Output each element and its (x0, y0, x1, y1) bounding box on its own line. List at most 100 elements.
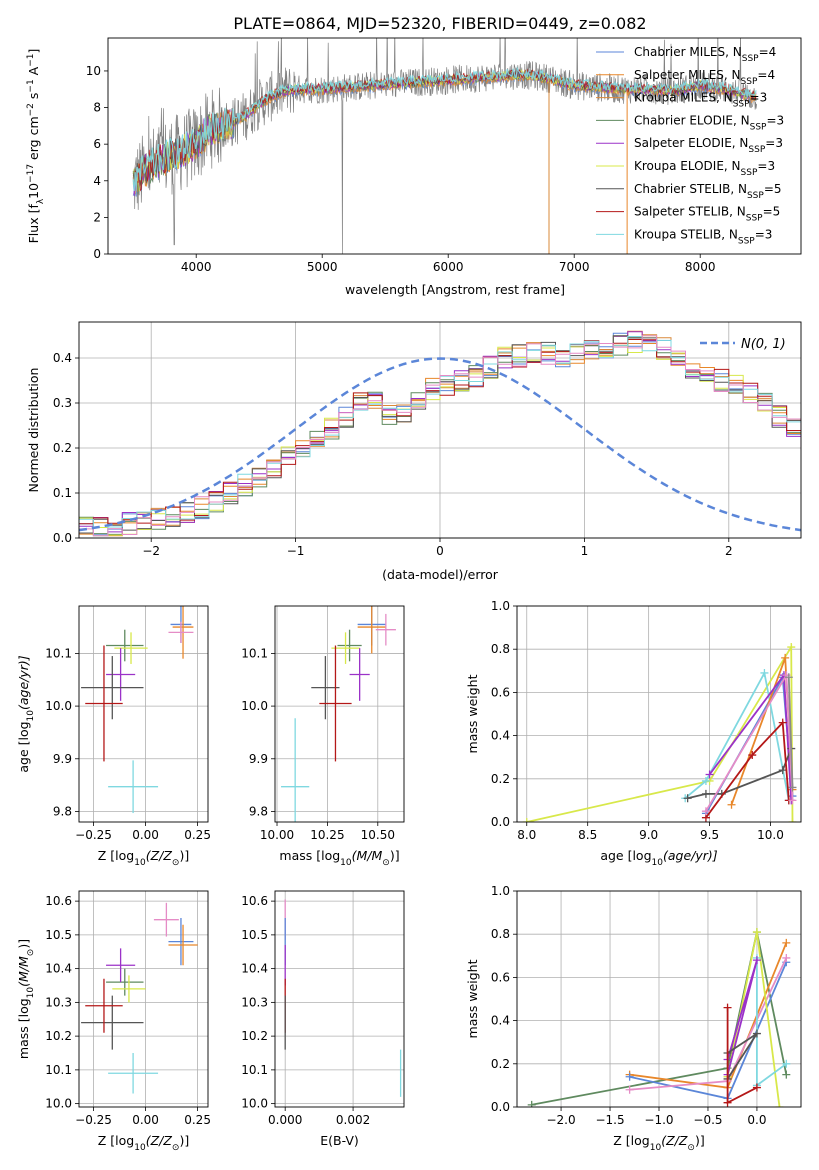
x-tick-label: 1 (581, 544, 589, 558)
y-tick-label: 0.3 (53, 396, 72, 410)
label-part: λ (36, 198, 46, 204)
plot-content (281, 606, 396, 822)
error-bar (168, 621, 194, 643)
label-part: SSP (748, 145, 765, 155)
label-part: Kroupa ELODIE, N (634, 159, 741, 173)
label-part: SSP (741, 168, 758, 178)
mass-vs-extinction-panel: 0.000 0.002 10.0 10.1 10.2 10.3 10.4 10.5 10.6 E(… (241, 890, 405, 1148)
x-axis-label: E(B-V) (320, 1133, 359, 1148)
series-marker (752, 956, 761, 965)
label-part: =5 (764, 182, 782, 196)
y-tick-label: 10.0 (241, 699, 268, 713)
label-part: ] (26, 49, 41, 54)
x-tick-label: −1 (287, 544, 305, 558)
legend-entry: Chabrier STELIB, NSSP=5 (634, 182, 782, 201)
y-tick-label: 10.1 (45, 1063, 72, 1077)
series-marker (787, 643, 796, 652)
series-marker (788, 783, 797, 792)
plot-frame (78, 890, 209, 1108)
x-axis-label: mass [log10(M/M⊙)] (279, 848, 399, 868)
series-marker (752, 1083, 761, 1092)
label-part: −2 (26, 103, 36, 116)
y-tick-label: 0.8 (491, 927, 510, 941)
series-marker (625, 1072, 634, 1081)
label-part: )] (179, 848, 189, 863)
x-tick-label: 10.50 (361, 828, 395, 842)
label-part: 10 (26, 987, 36, 999)
plot-frame (274, 605, 405, 823)
x-tick-label: −2.0 (546, 1113, 575, 1127)
x-tick-label: 10.00 (260, 828, 294, 842)
plot-frame (78, 321, 802, 539)
label-part: SSP (742, 54, 759, 64)
label-part: Z [log (613, 1133, 649, 1148)
label-part: )] (16, 939, 31, 949)
y-axis-label: mass weight (465, 674, 480, 753)
label-part: ⊙ (172, 1143, 180, 1153)
y-tick-label: 1.0 (491, 599, 510, 613)
age-vs-metallicity-panel: −0.25 0.00 0.259.89.910.010.1Z [log10(Z/Z⊙… (16, 605, 211, 868)
label-part: mass [log (16, 998, 31, 1059)
series-line (684, 670, 790, 801)
y-tick-label: 10 (86, 64, 101, 78)
error-bar (85, 645, 123, 762)
plot-content (527, 928, 791, 1107)
plot-area (79, 606, 208, 822)
weight-series (723, 1003, 761, 1107)
label-part: Kroupa STELIB, N (634, 227, 738, 241)
y-tick-label: 0.8 (491, 642, 510, 656)
y-tick-label: 8 (93, 101, 101, 115)
series-marker (778, 766, 787, 775)
x-tick-label: 0.00 (132, 828, 159, 842)
label-part: (Z/Z (146, 848, 173, 863)
x-axis-label: Z [log10(Z/Z⊙)] (613, 1133, 704, 1153)
label-part: (age/yr)] (663, 848, 718, 863)
label-part: A (26, 66, 41, 79)
label-part: =3 (750, 91, 768, 105)
error-bar (337, 629, 362, 662)
x-tick-label: 0.0 (747, 1113, 766, 1127)
label-part: (Z/Z (146, 1133, 173, 1148)
x-tick-label: −0.25 (75, 1113, 112, 1127)
label-part: )] (390, 848, 400, 863)
y-axis-label: mass [log10(M/M⊙)] (16, 939, 36, 1059)
series-marker (752, 1029, 761, 1038)
series-marker (701, 776, 710, 785)
y-tick-label: 10.6 (45, 894, 72, 908)
series-marker (625, 1085, 634, 1094)
y-tick-label: 6 (93, 137, 101, 151)
label-part: E(B-V) (320, 1133, 359, 1148)
y-tick-label: 0.6 (491, 685, 510, 699)
label-part: Chabrier STELIB, N (634, 182, 747, 196)
y-tick-label: 0.0 (53, 531, 72, 545)
label-part: wavelength [Angstrom, rest frame] (345, 282, 565, 297)
label-part: =3 (765, 136, 783, 150)
x-axis-label: Z [log10(Z/Z⊙)] (98, 848, 189, 868)
error-bar (311, 656, 340, 720)
model-spectrum-line (132, 66, 757, 192)
label-part: )] (695, 1133, 705, 1148)
label-part: =4 (759, 45, 777, 59)
label-part: mass weight (465, 674, 480, 753)
x-tick-label: 10.25 (310, 828, 344, 842)
label-part: ⊙ (382, 858, 390, 868)
x-tick-label: 9.5 (700, 828, 719, 842)
series-marker (782, 1059, 791, 1068)
y-tick-label: 10.4 (45, 962, 72, 976)
label-part: s (26, 93, 41, 104)
plot-content (522, 643, 797, 822)
series-marker (788, 818, 797, 822)
series-marker (760, 668, 769, 677)
normal-distribution-curve (79, 357, 801, 532)
y-tick-label: 10.2 (241, 1029, 268, 1043)
x-tick-label: 7000 (559, 260, 590, 274)
series-line (787, 677, 794, 788)
plot-content (284, 899, 402, 1097)
y-tick-label: 10.0 (45, 699, 72, 713)
label-part: SSP (741, 77, 758, 87)
y-tick-label: 0.2 (491, 772, 510, 786)
y-tick-label: 0.0 (491, 1100, 510, 1114)
label-part: mass weight (465, 959, 480, 1038)
label-part: (M/M (352, 848, 383, 863)
